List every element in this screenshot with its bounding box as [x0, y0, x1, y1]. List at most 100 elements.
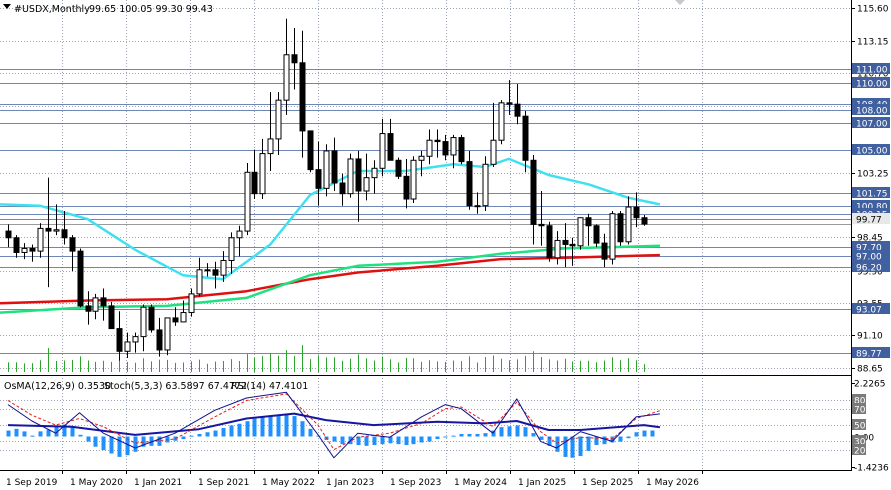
candle-body[interactable] [355, 158, 362, 192]
candle-body[interactable] [61, 229, 68, 239]
candle-body[interactable] [92, 297, 99, 312]
candle-body[interactable] [315, 169, 322, 189]
osma-bar [221, 428, 226, 437]
candle-body[interactable] [228, 237, 235, 261]
candle-body[interactable] [251, 171, 258, 195]
candle-body[interactable] [291, 54, 298, 64]
candle-body[interactable] [132, 336, 139, 343]
candle-body[interactable] [482, 163, 489, 207]
candle-body[interactable] [164, 317, 171, 351]
candle-body[interactable] [283, 54, 290, 101]
candle-body[interactable] [156, 329, 163, 351]
candle-body[interactable] [538, 223, 545, 227]
indicator-tick-label: 30 [854, 438, 866, 448]
candle-body[interactable] [466, 161, 473, 207]
osma-bar [380, 436, 385, 445]
osma-bar [284, 413, 289, 437]
dropdown-triangle-icon[interactable] [3, 4, 11, 9]
candle-body[interactable] [69, 237, 76, 252]
price-tick-label: 98.45 [857, 234, 883, 244]
candle-body[interactable] [21, 247, 28, 253]
candle-body[interactable] [220, 259, 227, 276]
candle-body[interactable] [418, 155, 425, 161]
osma-bar [515, 425, 520, 437]
candle-body[interactable] [387, 133, 394, 161]
candle-body[interactable] [514, 103, 521, 117]
candle-body[interactable] [13, 237, 20, 253]
osma-bar [300, 421, 305, 437]
candle-body[interactable] [259, 153, 266, 195]
osma-bar [78, 434, 83, 437]
candle-body[interactable] [601, 242, 608, 260]
candle-body[interactable] [212, 269, 219, 276]
candle-body[interactable] [172, 317, 179, 323]
candle-body[interactable] [188, 293, 195, 314]
candle-body[interactable] [53, 229, 60, 232]
candle-body[interactable] [426, 139, 433, 157]
candle-body[interactable] [77, 250, 84, 307]
candle-body[interactable] [339, 182, 346, 195]
candle-body[interactable] [363, 177, 370, 192]
candle-body[interactable] [474, 205, 481, 208]
time-tick-label: 1 Jan 2023 [326, 478, 374, 488]
candle-body[interactable] [522, 115, 529, 161]
candle-body[interactable] [29, 247, 36, 252]
candle-body[interactable] [434, 139, 441, 143]
level-label-box [852, 117, 890, 128]
candle-body[interactable] [371, 167, 378, 179]
candle-body[interactable] [236, 230, 243, 239]
candle-body[interactable] [617, 213, 624, 243]
candle-body[interactable] [379, 133, 386, 169]
candle-body[interactable] [331, 150, 338, 184]
candle-body[interactable] [37, 227, 44, 252]
candle-body[interactable] [609, 213, 616, 260]
candle-body[interactable] [124, 341, 131, 352]
candle-body[interactable] [196, 269, 203, 295]
candle-body[interactable] [204, 269, 211, 272]
candle-body[interactable] [116, 328, 123, 352]
candle-body[interactable] [625, 206, 632, 243]
candle-body[interactable] [148, 306, 155, 331]
price-candles[interactable] [5, 18, 648, 361]
candle-body[interactable] [100, 297, 107, 307]
candle-body[interactable] [307, 130, 314, 171]
candle-body[interactable] [490, 139, 497, 165]
shift-marker-icon[interactable] [675, 0, 685, 5]
candle-body[interactable] [530, 159, 537, 225]
candle-body[interactable] [299, 62, 306, 132]
candle-body[interactable] [633, 206, 640, 219]
candle-body[interactable] [108, 305, 115, 330]
candle-body[interactable] [267, 138, 274, 155]
price-tick-label: 110.70 [857, 70, 889, 80]
candle-body[interactable] [347, 158, 354, 195]
candle-body[interactable] [323, 150, 330, 189]
candle-body[interactable] [450, 137, 457, 156]
candle-body[interactable] [403, 175, 410, 200]
candle-body[interactable] [275, 99, 282, 140]
candle-body[interactable] [442, 141, 449, 156]
candle-body[interactable] [569, 243, 576, 247]
candle-body[interactable] [458, 137, 465, 163]
ma-slow-line [0, 253, 660, 305]
candle-body[interactable] [498, 102, 505, 141]
candle-body[interactable] [45, 227, 52, 232]
candle-body[interactable] [5, 230, 12, 239]
candle-body[interactable] [641, 217, 648, 225]
osma-bar [308, 428, 313, 437]
candle-body[interactable] [85, 305, 92, 312]
time-tick-label: 1 May 2024 [454, 478, 507, 488]
candle-body[interactable] [140, 306, 147, 338]
candle-body[interactable] [180, 312, 187, 323]
candle-body[interactable] [585, 217, 592, 227]
level-label-box [852, 213, 890, 224]
candle-body[interactable] [546, 225, 553, 259]
candle-body[interactable] [593, 225, 600, 244]
candle-body[interactable] [562, 239, 569, 245]
candle-body[interactable] [506, 102, 513, 105]
candle-body[interactable] [244, 171, 251, 232]
candle-body[interactable] [577, 217, 584, 247]
candle-body[interactable] [410, 159, 417, 200]
candle-body[interactable] [395, 159, 402, 177]
candle-body[interactable] [554, 239, 561, 259]
